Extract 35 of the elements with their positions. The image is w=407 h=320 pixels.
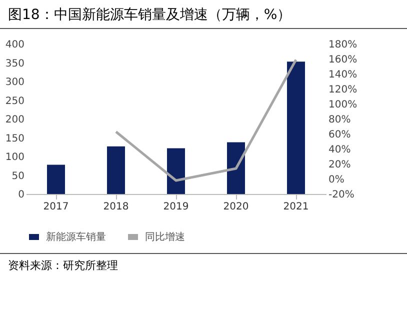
bar (167, 148, 185, 194)
y-tick-label: 200 (5, 114, 24, 126)
y-tick-label: 250 (5, 96, 24, 107)
x-tick-label: 2018 (103, 202, 129, 212)
y2-tick-label: 120% (328, 84, 358, 96)
bar (287, 62, 305, 194)
y2-tick-label: -20% (328, 190, 354, 200)
y2-tick-label: 100% (328, 100, 358, 110)
y-tick-label: 400 (5, 40, 24, 50)
bar (107, 146, 125, 194)
y-tick-label: 50 (12, 170, 24, 182)
y2-tick-label: 80% (328, 114, 351, 126)
line-series (114, 58, 298, 182)
x-tick-label: 2020 (223, 202, 249, 212)
x-tick-label: 2021 (283, 202, 309, 212)
chart-title: 图18：中国新能源车销量及增速（万辆，%） (0, 0, 407, 29)
y2-tick-label: 140% (328, 70, 358, 80)
x-tick-label: 2019 (163, 202, 189, 212)
legend-label: 新能源车销量 (46, 231, 106, 243)
y2-tick-label: 160% (328, 54, 358, 66)
legend-label: 同比增速 (145, 231, 185, 243)
bar (227, 142, 245, 194)
x-tick-label: 2017 (43, 202, 69, 212)
y-tick-label: 0 (18, 190, 24, 200)
y-tick-label: 300 (5, 77, 24, 88)
bar (47, 164, 65, 194)
y-tick-label: 100 (5, 152, 24, 163)
y2-tick-label: 40% (328, 144, 351, 156)
text: 资料来源：研究所整理 (0, 253, 407, 277)
y2-tick-label: 60% (328, 130, 351, 140)
y-tick-label: 350 (5, 58, 24, 70)
y2-tick-label: 0% (328, 174, 344, 186)
y2-tick-label: 20% (328, 160, 351, 170)
y2-tick-label: 180% (328, 40, 358, 50)
y-tick-label: 150 (5, 133, 24, 144)
